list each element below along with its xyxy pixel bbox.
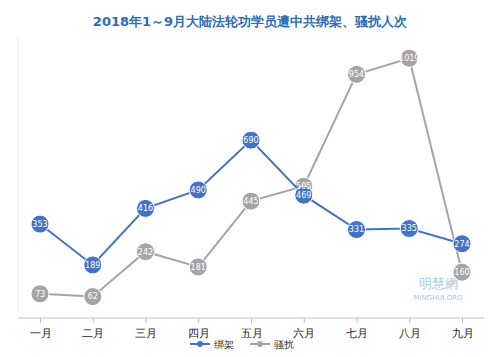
point: [400, 220, 418, 238]
x-tick: 五月: [241, 318, 263, 340]
data-label: 73: [35, 290, 45, 299]
point: [242, 192, 260, 210]
x-tick-mark: [40, 318, 41, 323]
point: [453, 235, 471, 253]
data-label: 505: [296, 182, 311, 191]
data-label: 445: [243, 197, 258, 206]
y-axis-line: [18, 38, 19, 312]
legend-item: 绑架: [190, 339, 234, 350]
x-tick-mark: [462, 318, 463, 323]
point: [348, 65, 366, 83]
series-line: [40, 58, 462, 296]
x-tick: 三月: [135, 318, 157, 340]
chart: 2018年1～9月大陆法轮功学员遭中共绑架、骚扰人次一月 二月 三月 四月 五月 六月 七月…: [0, 0, 500, 357]
series-line: [40, 140, 462, 265]
point: [84, 288, 102, 306]
x-axis: 一月 二月 三月 四月 五月 六月 七月 八月 九月: [18, 318, 484, 340]
x-tick-label: 九月: [452, 327, 474, 340]
data-label: 416: [138, 204, 153, 213]
plot-area: [31, 49, 471, 305]
point: [31, 215, 49, 233]
x-tick-label: 一月: [30, 327, 52, 340]
point: [189, 258, 207, 276]
point: [453, 263, 471, 281]
point: [137, 243, 155, 261]
x-tick: 六月: [293, 318, 315, 340]
x-tick-mark: [357, 318, 358, 323]
data-label: 189: [85, 261, 100, 270]
x-tick-label: 五月: [241, 327, 263, 340]
x-tick-label: 三月: [135, 327, 157, 340]
x-tick: 四月: [188, 318, 210, 340]
point: [31, 285, 49, 303]
data-label: 181: [191, 263, 206, 272]
legend: 绑架 骚扰: [190, 339, 294, 350]
x-tick: 八月: [399, 318, 421, 340]
x-tick: 七月: [346, 318, 368, 340]
data-label: 954: [349, 70, 364, 79]
x-tick-mark: [409, 318, 410, 323]
point: [84, 256, 102, 274]
x-tick: 二月: [82, 318, 104, 340]
data-label: 160: [454, 268, 469, 277]
x-tick: 九月: [452, 318, 474, 340]
x-tick-label: 六月: [293, 327, 315, 340]
point: [189, 181, 207, 199]
data-label: 62: [88, 292, 98, 301]
point: [242, 131, 260, 149]
data-label: 335: [402, 224, 417, 233]
point: [348, 221, 366, 239]
data-label: 242: [138, 248, 153, 257]
x-tick-mark: [146, 318, 147, 323]
x-tick-mark: [304, 318, 305, 323]
annotation: 明慧網: [419, 276, 458, 291]
data-label: 490: [191, 186, 206, 195]
legend-marker: [197, 341, 203, 347]
x-tick-label: 七月: [346, 327, 368, 340]
x-tick: 一月: [30, 318, 52, 340]
point: [137, 199, 155, 217]
x-tick-label: 四月: [188, 327, 210, 340]
data-label: 469: [296, 191, 311, 200]
x-tick-mark: [198, 318, 199, 323]
legend-label: 绑架: [214, 339, 234, 350]
x-tick-label: 二月: [82, 327, 104, 340]
data-label: 690: [243, 136, 258, 145]
data-labels: 73 62 242 181 445 505 954 1019 160 353 189 416 490 69…: [32, 54, 469, 301]
x-tick-mark: [93, 318, 94, 323]
annotation: MINGHUI.ORG: [413, 294, 462, 302]
title: 2018年1～9月大陆法轮功学员遭中共绑架、骚扰人次: [93, 14, 408, 29]
legend-item: 骚扰: [250, 339, 294, 350]
x-tick-label: 八月: [399, 327, 421, 340]
data-label: 1019: [399, 54, 419, 63]
data-label: 353: [32, 220, 47, 229]
legend-marker: [257, 341, 263, 347]
data-label: 331: [349, 225, 364, 234]
x-tick-mark: [251, 318, 252, 323]
legend-label: 骚扰: [274, 339, 294, 350]
data-label: 274: [454, 240, 469, 249]
